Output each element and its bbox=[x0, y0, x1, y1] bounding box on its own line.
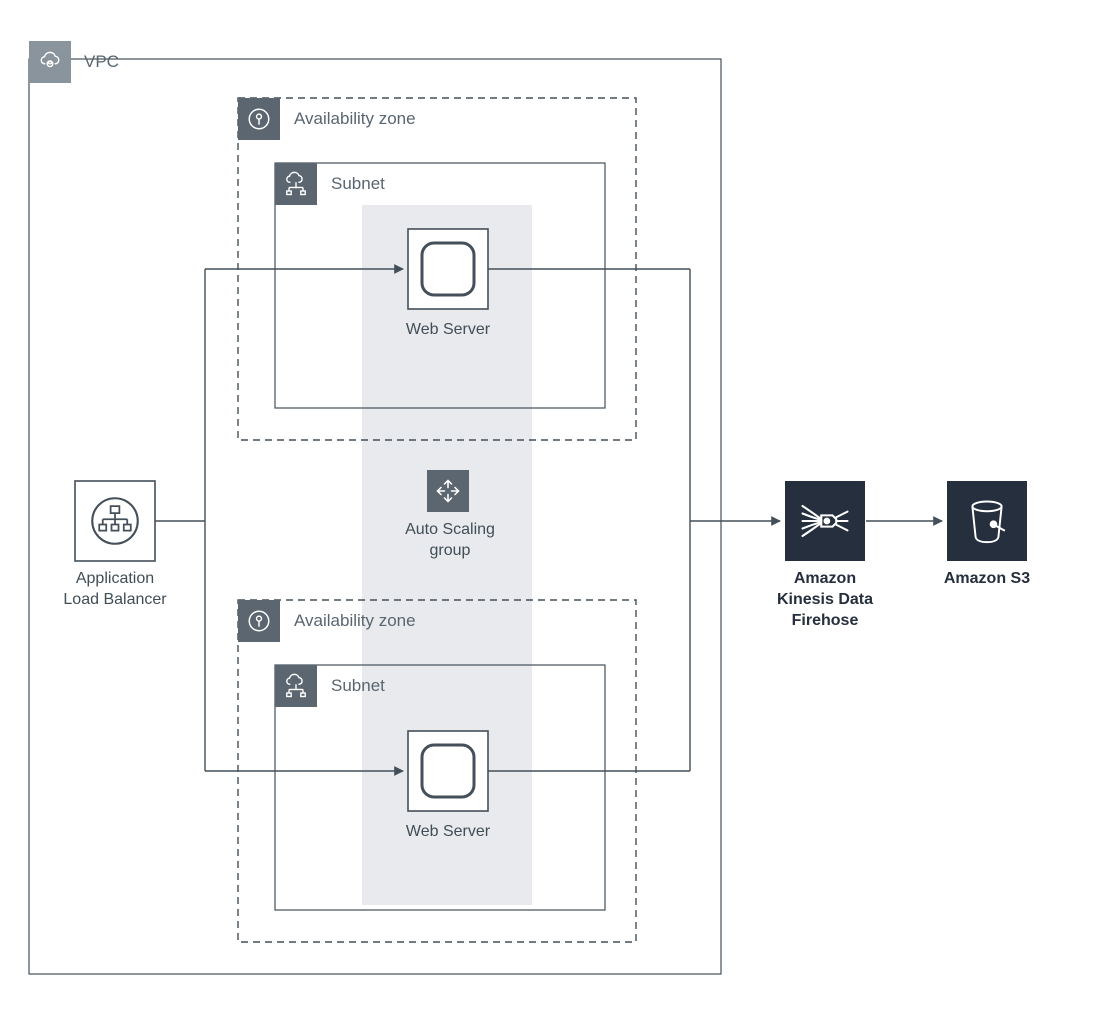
asg-icon bbox=[427, 470, 469, 512]
asg-label: Auto Scaling group bbox=[395, 520, 505, 562]
s3-icon bbox=[947, 481, 1027, 561]
alb-label: Application Load Balancer bbox=[55, 569, 175, 611]
vpc-icon bbox=[29, 41, 71, 83]
vpc-label: VPC bbox=[84, 52, 119, 72]
subnet1-label: Subnet bbox=[331, 174, 385, 194]
subnet2-icon bbox=[275, 665, 317, 707]
az1-label: Availability zone bbox=[294, 109, 416, 129]
kinesis-label-line2: Kinesis Data bbox=[765, 590, 885, 611]
s3-label: Amazon S3 bbox=[937, 569, 1037, 590]
asg-label-line2: group bbox=[395, 541, 505, 562]
asg-label-line1: Auto Scaling bbox=[395, 520, 505, 541]
subnet1-icon bbox=[275, 163, 317, 205]
architecture-diagram: VPC Application Load Balancer Availabili… bbox=[0, 0, 1104, 1021]
diagram-svg bbox=[0, 0, 1104, 1021]
kinesis-label-line3: Firehose bbox=[765, 611, 885, 632]
az1-icon bbox=[238, 98, 280, 140]
subnet2-label: Subnet bbox=[331, 676, 385, 696]
az2-label: Availability zone bbox=[294, 611, 416, 631]
kinesis-label-line1: Amazon bbox=[765, 569, 885, 590]
kinesis-icon bbox=[785, 481, 865, 561]
az2-icon bbox=[238, 600, 280, 642]
alb-icon bbox=[75, 481, 155, 561]
ws2-label: Web Server bbox=[398, 822, 498, 843]
alb-label-line2: Load Balancer bbox=[55, 590, 175, 611]
alb-label-line1: Application bbox=[55, 569, 175, 590]
ws1-label: Web Server bbox=[398, 320, 498, 341]
kinesis-label: Amazon Kinesis Data Firehose bbox=[765, 569, 885, 631]
